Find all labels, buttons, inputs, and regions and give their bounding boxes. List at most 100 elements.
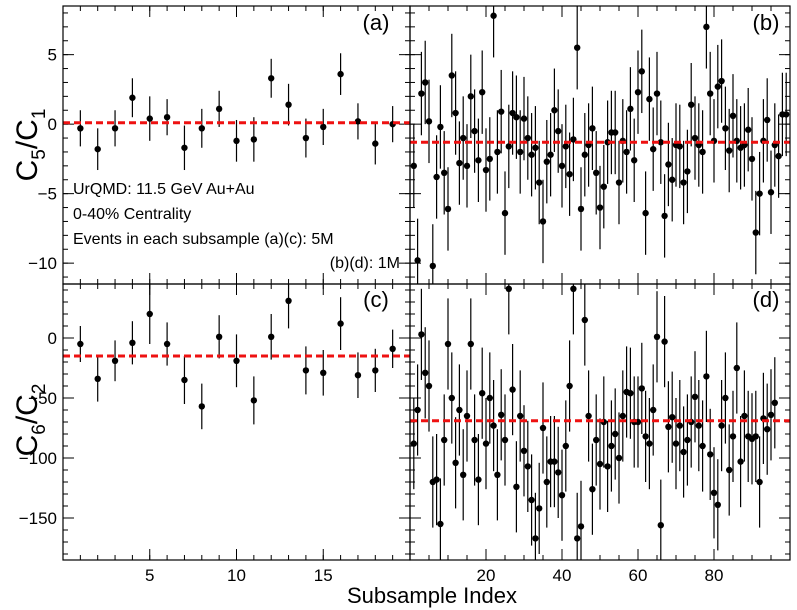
panel-d-x-tick-label: 80 xyxy=(705,566,724,585)
panel-d-data-point xyxy=(608,442,615,450)
panel-b-data-point xyxy=(539,218,547,225)
panel-d-data-point xyxy=(448,394,455,402)
x-axis-title: Subsample Index xyxy=(347,583,517,608)
panel-b-data-point xyxy=(536,179,543,186)
panel-d-data-point xyxy=(482,440,490,447)
panel-b-data-point xyxy=(460,134,467,142)
panel-b-label: (b) xyxy=(753,10,780,35)
panel-d-data-point xyxy=(680,448,687,456)
panel-d-data-point xyxy=(646,440,653,447)
panel-d-data-point xyxy=(707,451,714,458)
panel-b-data-point xyxy=(425,118,433,125)
panel-c-data-point xyxy=(94,375,101,382)
panel-c-x-tick-label: 5 xyxy=(145,566,154,585)
panel-b-data-point xyxy=(634,88,642,96)
panel-d-x-tick-label: 20 xyxy=(477,566,496,585)
panel-b-data-point xyxy=(729,112,737,120)
panel-d-data-point xyxy=(627,390,634,397)
panel-c-data-point xyxy=(198,403,205,410)
panel-b-data-point xyxy=(562,143,569,150)
panel-d-data-point xyxy=(558,492,566,499)
panel-d-data-point xyxy=(463,412,471,420)
panel-b-data-point xyxy=(714,83,721,90)
panel-d-data-point xyxy=(752,433,759,440)
panel-b-data-point xyxy=(543,158,550,165)
panel-a-label: (a) xyxy=(363,10,390,35)
panel-a-data-point xyxy=(163,114,171,121)
panel-b-data-point xyxy=(547,151,554,158)
panel-b-data-point xyxy=(593,169,600,176)
panel-b-data-point xyxy=(437,123,444,131)
panel-d-data-point xyxy=(494,471,501,478)
panel-c-data-point xyxy=(146,310,153,318)
panel-d-data-point xyxy=(714,501,721,508)
panel-b-data-point xyxy=(604,139,611,146)
panel-d-data-point xyxy=(562,442,569,450)
panel-d-data-point xyxy=(612,430,619,438)
panel-a-data-point xyxy=(233,137,240,145)
panel-b-data-point xyxy=(661,212,668,220)
panel-c-data-point xyxy=(372,367,379,374)
panel-d-data-point xyxy=(718,422,725,429)
panel-b-data-point xyxy=(520,115,528,122)
panel-b-data-point xyxy=(775,152,782,160)
panel-c-y-tick-label: −50 xyxy=(28,389,57,408)
panel-b-data-point xyxy=(684,168,691,175)
panel-b-data-point xyxy=(699,148,706,156)
panel-b-data-point xyxy=(612,129,619,136)
panel-b-data-point xyxy=(691,134,699,142)
panel-d-data-point xyxy=(498,411,505,418)
panel-c-data-point xyxy=(285,297,292,304)
panel-b-data-point xyxy=(726,147,733,154)
panel-c-data-point xyxy=(163,340,171,348)
panel-b-data-point xyxy=(650,145,657,153)
panel-b-data-point xyxy=(448,72,455,79)
panel-d-data-point xyxy=(513,483,520,490)
panel-b-data-point xyxy=(528,151,535,158)
panel-d-data-point xyxy=(726,466,733,474)
panel-a-data-point xyxy=(198,125,205,132)
panel-d-data-point xyxy=(433,476,440,483)
panel-c-data-point xyxy=(320,369,327,376)
panel-b-data-point xyxy=(615,179,623,186)
panel-d-data-point xyxy=(771,399,778,406)
panel-a-data-point xyxy=(285,101,292,108)
panel-b-data-point xyxy=(505,143,512,150)
panel-b-data-point xyxy=(482,166,490,174)
panel-d-data-point xyxy=(444,340,452,348)
panel-b-data-point xyxy=(623,148,630,156)
panel-b-data-point xyxy=(494,148,501,156)
panel-d-data-point xyxy=(422,369,429,376)
panel-d-data-point xyxy=(456,406,463,414)
panel-d-data-point xyxy=(501,436,509,444)
panel-d-data-point xyxy=(669,414,676,421)
panel-d-data-point xyxy=(486,394,493,402)
panel-b-data-point xyxy=(566,170,573,178)
panel-b-data-point xyxy=(745,126,752,133)
panel-d-data-point xyxy=(638,385,645,392)
panel-b xyxy=(409,5,791,285)
panel-d-data-point xyxy=(536,505,543,512)
panel-d-data-point xyxy=(425,382,433,390)
annotation-events-ac: Events in each subsample (a)(c): 5M xyxy=(73,231,334,248)
panel-d-data-point xyxy=(570,285,577,292)
panel-b-data-point xyxy=(627,105,634,113)
panel-b-data-point xyxy=(418,90,425,97)
panel-b-data-point xyxy=(657,139,664,146)
panel-d-x-tick-label: 40 xyxy=(553,566,572,585)
panel-b-data-point xyxy=(669,176,676,183)
panel-b-data xyxy=(410,6,790,284)
panel-d-data-point xyxy=(604,463,611,470)
panel-a-data-point xyxy=(77,125,84,132)
panel-d-x-tick-label: 60 xyxy=(629,566,648,585)
panel-d-data-point xyxy=(555,469,562,476)
panel-a-data-point xyxy=(320,123,327,131)
panel-c-data-point xyxy=(389,345,396,352)
panel-d-data-point xyxy=(475,476,482,483)
panel-b-data-point xyxy=(471,127,478,135)
panel-a-data-point xyxy=(94,145,101,153)
panel-d-data-point xyxy=(695,422,702,429)
panel-d-data-point xyxy=(657,522,664,529)
panel-c-x-tick-label: 15 xyxy=(314,566,333,585)
